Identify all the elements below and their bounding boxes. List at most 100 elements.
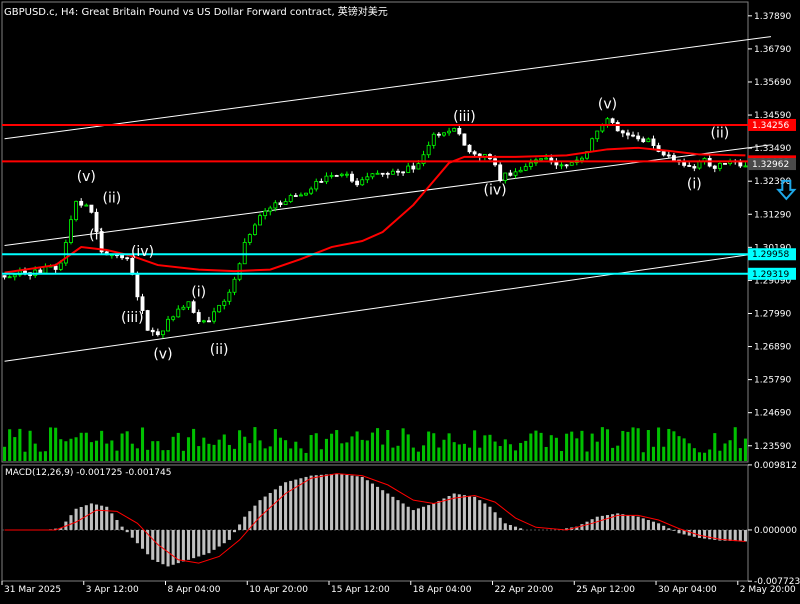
candle-body: [84, 204, 89, 207]
candle-body: [682, 161, 687, 166]
candle-body: [717, 162, 722, 169]
wave-label: (v): [598, 97, 617, 113]
candle-body: [671, 155, 676, 161]
candle-body: [334, 175, 339, 177]
trend-channel-line: [4, 36, 772, 140]
time-axis-tick-label: 22 Apr 20:00: [495, 585, 554, 595]
candle-body: [615, 122, 620, 132]
time-axis-tick-label: 10 Apr 20:00: [249, 585, 308, 595]
candle-body: [222, 300, 227, 306]
candle-body: [498, 164, 503, 181]
time-axis-tick-label: 30 Apr 04:00: [658, 585, 717, 595]
candle-body: [625, 132, 630, 136]
time-axis-tick-label: 31 Mar 2025: [4, 585, 61, 595]
candle-body: [580, 157, 584, 161]
down-arrow-icon: [776, 179, 797, 201]
candle-body: [166, 318, 170, 332]
candle-body: [421, 154, 426, 165]
candle-body: [125, 257, 130, 260]
support-price-label: 1.29958: [752, 250, 789, 260]
candle-body: [130, 257, 135, 275]
price-axis-tick-label: 1.27990: [754, 309, 791, 319]
candle-body: [554, 161, 559, 166]
wave-label: (ii): [210, 342, 229, 358]
candle-body: [12, 274, 17, 278]
candle-body: [324, 175, 329, 183]
candle-body: [646, 138, 651, 143]
candle-body: [380, 172, 385, 175]
candle-body: [436, 133, 441, 136]
macd-panel-frame: [1, 464, 749, 582]
candle-body: [600, 124, 605, 132]
candle-body: [528, 162, 533, 167]
candle-body: [523, 166, 528, 171]
wave-label: (iv): [484, 182, 507, 198]
candle-body: [508, 172, 513, 176]
candle-body: [7, 276, 12, 279]
candle-body: [370, 173, 375, 178]
price-axis-tick-label: 1.31290: [754, 210, 791, 220]
candle-body: [416, 163, 421, 170]
candle-body: [544, 157, 549, 160]
time-axis-tick-label: 25 Apr 12:00: [576, 585, 635, 595]
candle-body: [406, 165, 411, 173]
candle-body: [360, 179, 365, 186]
candle-body: [595, 130, 600, 140]
candle-body: [94, 211, 99, 232]
chart-title: GBPUSD.c, H4: Great Britain Pound vs US …: [4, 7, 388, 18]
candle-body: [58, 262, 63, 270]
candle-body: [636, 135, 641, 140]
time-axis-tick-label: 2 May 20:00: [740, 585, 796, 595]
price-axis-tick-label: 1.33490: [754, 144, 791, 154]
candle-body: [401, 171, 406, 174]
wave-label: (ii): [103, 191, 122, 207]
time-axis-tick-label: 18 Apr 04:00: [413, 585, 472, 595]
price-axis-tick-label: 1.26890: [754, 343, 791, 353]
candle-body: [641, 138, 646, 143]
candle-body: [656, 145, 661, 152]
candle-body: [176, 308, 181, 318]
candle-body: [242, 242, 247, 265]
support-price-label: 1.29319: [752, 270, 789, 280]
candle-body: [74, 200, 79, 221]
candle-body: [155, 331, 160, 336]
wave-label: (iv): [131, 244, 154, 260]
candle-body: [564, 164, 569, 167]
resistance-price-label: 1.34256: [752, 121, 789, 131]
candle-body: [288, 195, 293, 202]
main-panel-frame: [1, 1, 749, 463]
candle-body: [232, 278, 237, 293]
wave-label: (v): [153, 346, 172, 362]
wave-label: (i): [687, 176, 702, 192]
wave-label: (v): [77, 169, 96, 185]
candle-body: [339, 173, 344, 176]
candle-body: [278, 202, 283, 206]
candle-body: [457, 128, 462, 135]
candle-body: [365, 176, 370, 181]
candle-body: [196, 312, 201, 323]
candle-body: [140, 296, 145, 311]
macd-axis-tick-label: 0.000000: [754, 526, 797, 536]
candle-body: [631, 134, 635, 137]
wave-label: (iii): [121, 310, 144, 326]
wave-label: (ii): [711, 125, 730, 141]
wave-label: (iii): [453, 109, 476, 125]
candle-body: [319, 181, 324, 183]
price-axis-tick-label: 1.29090: [754, 276, 791, 286]
wave-label: (i): [89, 228, 104, 244]
candle-body: [150, 329, 155, 333]
candle-body: [569, 162, 574, 166]
candle-body: [620, 130, 625, 134]
candle-body: [298, 194, 303, 197]
candle-body: [743, 165, 748, 168]
candle-body: [2, 275, 7, 278]
candle-body: [53, 265, 58, 270]
price-axis-tick-label: 1.25790: [754, 376, 791, 386]
support-price-tag: [748, 267, 796, 280]
candle-body: [513, 171, 518, 176]
price-axis-tick-label: 1.37890: [754, 12, 791, 22]
candle-body: [385, 172, 390, 175]
candle-body: [687, 165, 692, 167]
